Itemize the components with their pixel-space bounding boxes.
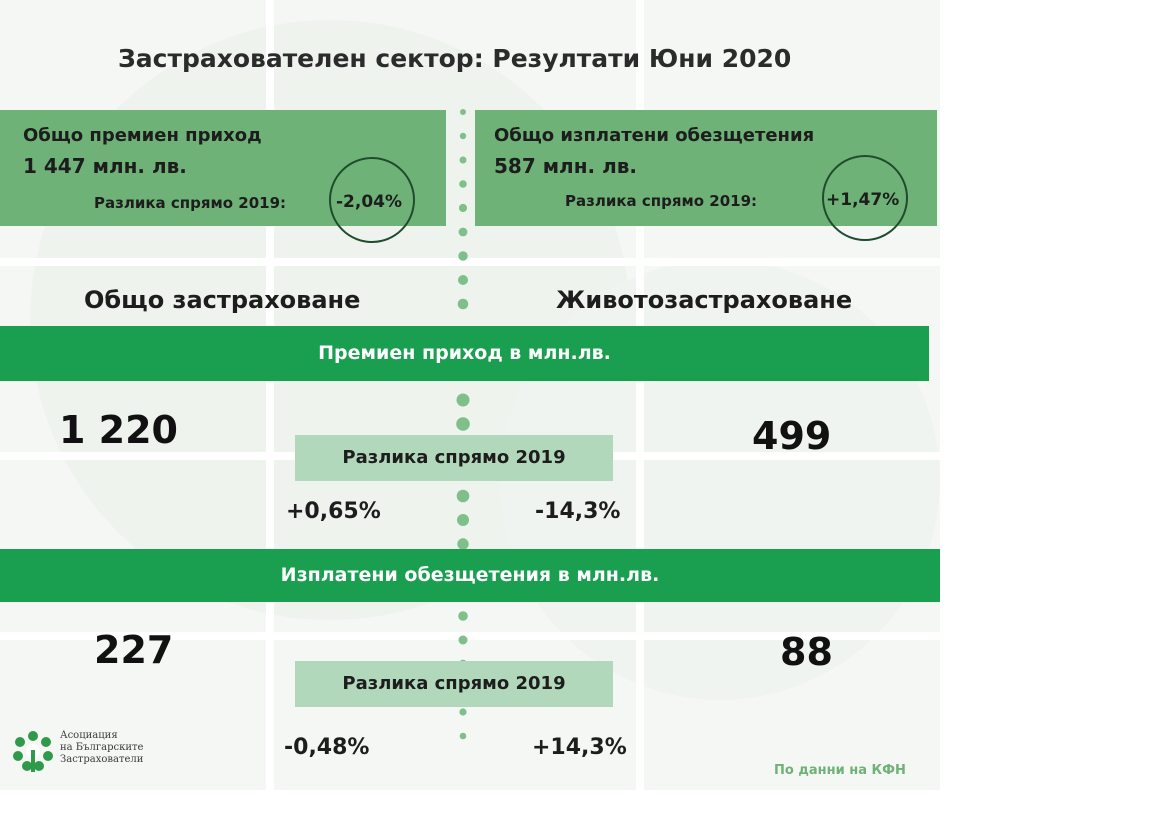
separator-dot: [458, 227, 468, 237]
claims-general-change: -0,48%: [284, 735, 370, 760]
summary-premiums-diff-value: -2,04%: [336, 192, 403, 212]
claims-band: Изплатени обезщетения в млн.лв.: [0, 549, 940, 602]
summary-claims-diff-label: Разлика спрямо 2019:: [565, 192, 758, 210]
separator-dot: [456, 489, 470, 503]
summary-premiums-diff-label: Разлика спрямо 2019:: [94, 194, 287, 212]
separator-dot: [456, 417, 470, 431]
summary-claims-diff-value: +1,47%: [826, 190, 900, 210]
separator-dot: [456, 393, 470, 407]
association-logo-icon: [13, 731, 53, 772]
summary-premiums-label: Общо премиен приход: [23, 125, 262, 146]
separator-dot: [458, 635, 468, 645]
separator-dot: [459, 708, 467, 716]
summary-claims-value: 587 млн. лв.: [494, 154, 637, 178]
claims-life-change: +14,3%: [532, 735, 627, 760]
separator-dot: [459, 732, 467, 740]
logo-line-2: на Българските: [60, 742, 144, 753]
summary-premiums-circle: [329, 157, 415, 243]
separator-dot: [459, 132, 467, 140]
separator-dot: [457, 538, 469, 550]
association-logo-text: Асоциация на Българските Застрахователи: [60, 730, 143, 766]
source-note: По данни на КФН: [774, 763, 906, 778]
summary-claims-label: Общо изплатени обезщетения: [494, 125, 815, 146]
separator-dot: [458, 203, 468, 213]
premiums-diff-box: Разлика спрямо 2019: [295, 435, 613, 481]
premiums-general-change: +0,65%: [286, 499, 381, 524]
summary-premiums-value: 1 447 млн. лв.: [23, 154, 187, 178]
claims-band-label: Изплатени обезщетения в млн.лв.: [280, 564, 660, 586]
summary-claims-circle: [822, 155, 908, 241]
page-title: Застрахователен сектор: Резултати Юни 20…: [118, 44, 792, 73]
separator-dot: [457, 298, 469, 310]
separator-dot: [459, 180, 467, 188]
premiums-general-value: 1 220: [59, 408, 178, 452]
premiums-band-label: Премиен приход в млн.лв.: [318, 342, 611, 364]
logo-line-1: Асоциация: [60, 730, 118, 741]
logo-line-3: Застрахователи: [60, 754, 144, 765]
separator-dot: [458, 275, 468, 285]
separator-dot: [459, 156, 467, 164]
premiums-diff-label: Разлика спрямо 2019: [342, 447, 566, 468]
separator-dot: [460, 109, 466, 115]
claims-diff-label: Разлика спрямо 2019: [342, 673, 566, 694]
premiums-life-value: 499: [752, 414, 832, 458]
separator-dot: [457, 514, 469, 526]
column-header-general: Общо застраховане: [84, 286, 361, 314]
separator-dot: [458, 611, 468, 621]
premiums-band: Премиен приход в млн.лв.: [0, 326, 929, 381]
claims-life-value: 88: [780, 630, 833, 674]
column-header-life: Животозастраховане: [556, 286, 853, 314]
claims-general-value: 227: [94, 628, 174, 672]
premiums-life-change: -14,3%: [535, 499, 621, 524]
claims-diff-box: Разлика спрямо 2019: [295, 661, 613, 707]
separator-dot: [458, 251, 468, 261]
